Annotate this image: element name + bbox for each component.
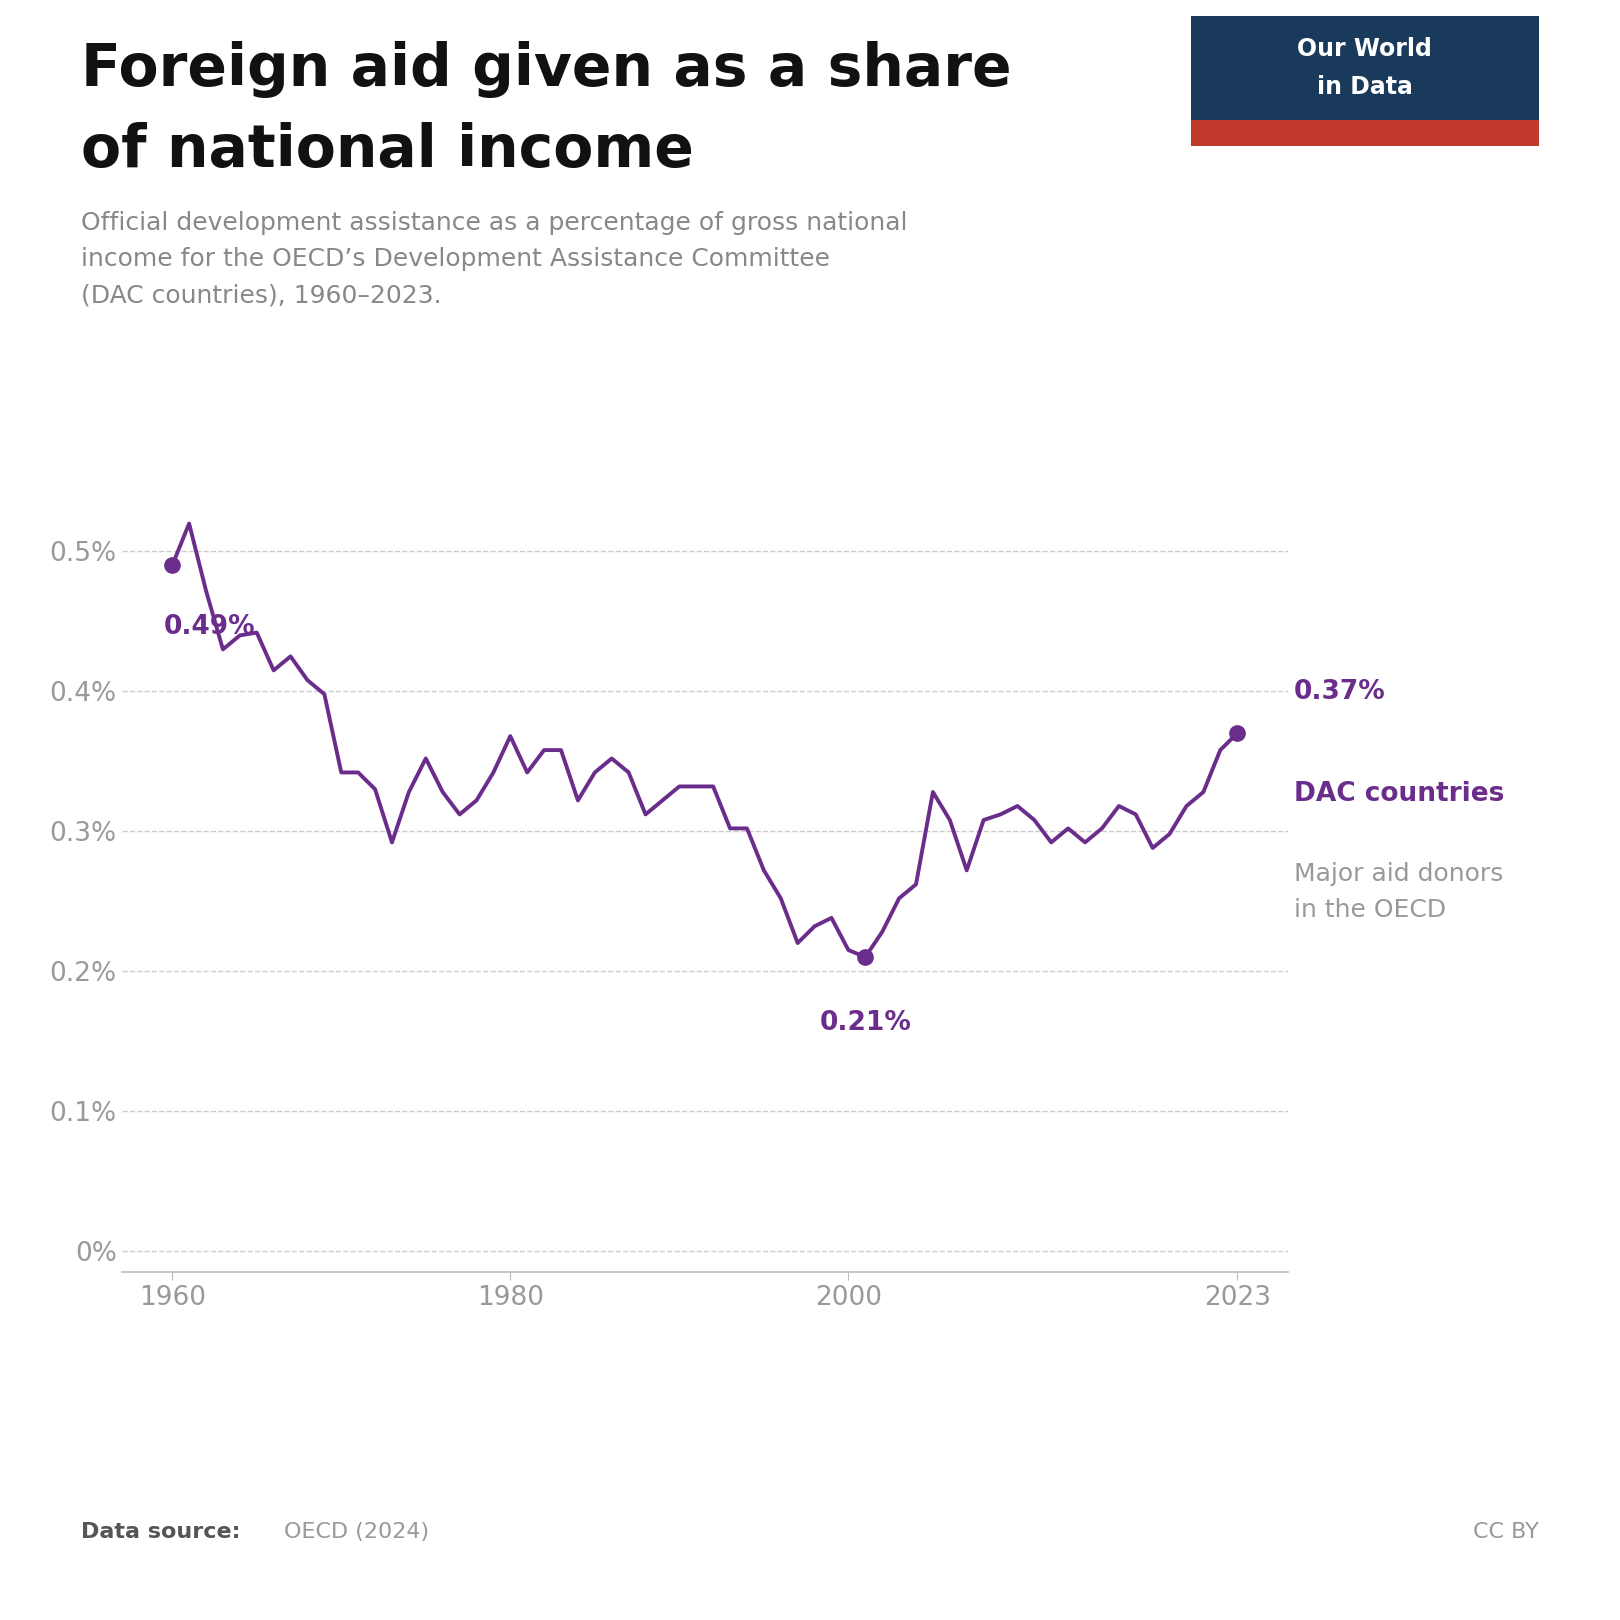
Text: 0.37%: 0.37%	[1294, 679, 1385, 705]
Text: 0.49%: 0.49%	[164, 614, 256, 640]
Text: OECD (2024): OECD (2024)	[284, 1523, 429, 1542]
Text: Our World: Our World	[1298, 37, 1432, 60]
Text: in Data: in Data	[1317, 76, 1413, 99]
Text: Data source:: Data source:	[81, 1523, 240, 1542]
Text: CC BY: CC BY	[1473, 1523, 1539, 1542]
Bar	[1191, 120, 1539, 146]
Text: Major aid donors
in the OECD: Major aid donors in the OECD	[1294, 862, 1503, 922]
Text: DAC countries: DAC countries	[1294, 781, 1503, 807]
Text: Foreign aid given as a share: Foreign aid given as a share	[81, 40, 1011, 97]
Text: of national income: of national income	[81, 122, 693, 178]
Text: Official development assistance as a percentage of gross national
income for the: Official development assistance as a per…	[81, 211, 907, 308]
Text: 0.21%: 0.21%	[820, 1011, 910, 1037]
